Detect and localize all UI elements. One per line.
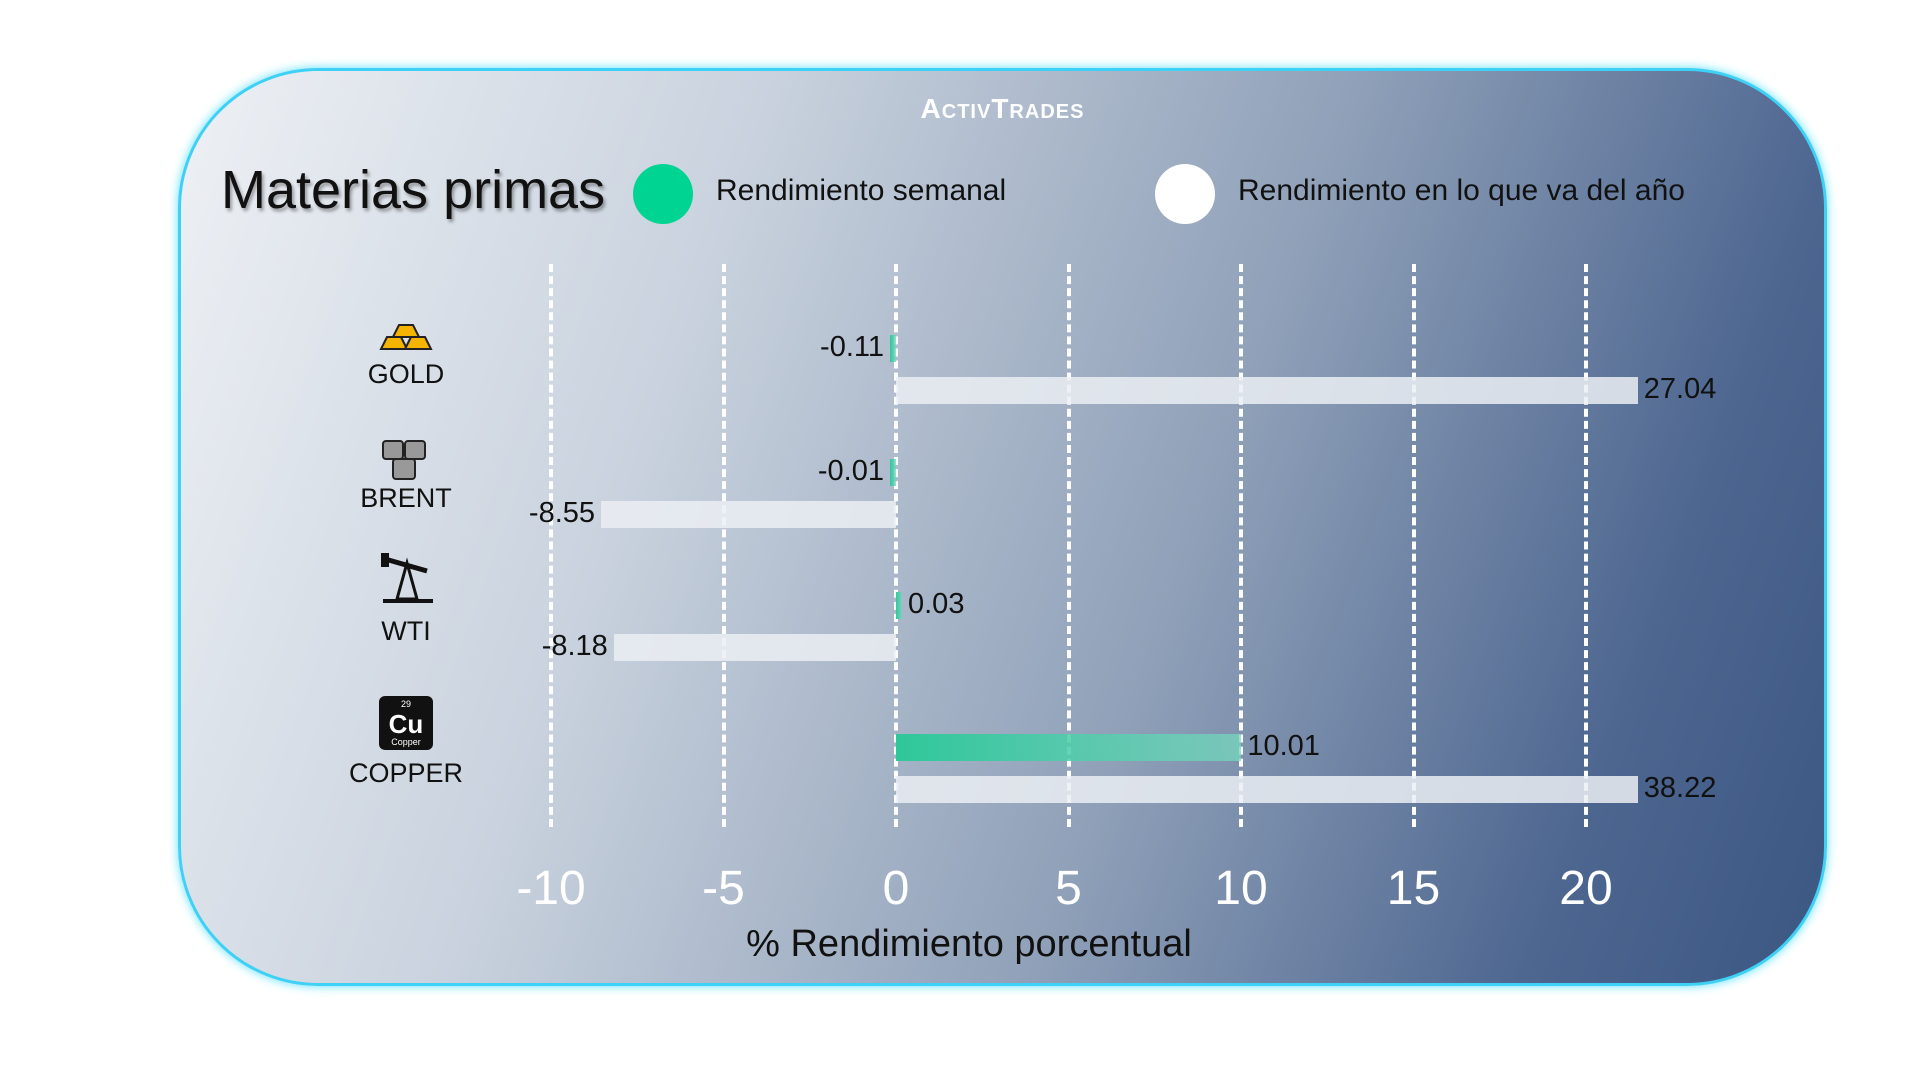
x-tick-label: 10 <box>1214 862 1268 915</box>
bar-weekly <box>896 734 1242 761</box>
gridline <box>1066 264 1071 827</box>
chart-card: ActivTrades Materias primas Rendimiento … <box>178 68 1827 986</box>
bar-weekly <box>890 335 896 362</box>
legend-swatch-weekly <box>633 164 693 224</box>
bar-ytd <box>613 634 896 661</box>
x-tick-label: 15 <box>1386 862 1441 915</box>
data-label: 38.22 <box>1643 772 1717 804</box>
gridline <box>1584 264 1588 827</box>
category-label: WTI <box>381 616 431 646</box>
brand-logo: ActivTrades <box>920 93 1085 124</box>
legend-swatch-ytd <box>1155 164 1215 224</box>
bar-ytd <box>896 776 1638 803</box>
plot-area: -10 -5 0 5 10 15 20 GOLD -0.11 27.04 BRENT -0.01 -8.… <box>181 71 1824 983</box>
category-label: BRENT <box>360 483 452 513</box>
bar-ytd <box>601 501 896 528</box>
svg-text:Cu: Cu <box>389 709 424 739</box>
bar-ytd <box>896 377 1638 404</box>
category-label: GOLD <box>367 359 445 389</box>
data-label: -0.11 <box>820 331 884 363</box>
gridline <box>1239 264 1243 827</box>
bar-weekly <box>896 592 902 619</box>
chart-title: Materias primas <box>221 160 606 220</box>
x-tick-label: -5 <box>702 862 745 915</box>
category-label: COPPER <box>348 758 464 788</box>
x-tick-label: 5 <box>1055 862 1082 915</box>
barrels-icon <box>382 440 426 480</box>
gridline <box>721 264 726 827</box>
data-label: -8.55 <box>528 497 596 529</box>
legend-label-weekly: Rendimiento semanal <box>716 174 1007 207</box>
legend-label-ytd: Rendimiento en lo que va del año <box>1238 174 1685 207</box>
x-tick-label: 0 <box>882 862 910 915</box>
bar-weekly <box>890 459 896 486</box>
data-label: 0.03 <box>908 588 965 620</box>
gold-bars-icon <box>379 324 433 350</box>
data-label: -0.01 <box>817 455 884 487</box>
x-tick-label: -10 <box>516 862 586 915</box>
svg-text:Copper: Copper <box>391 737 421 747</box>
gridline <box>549 264 553 827</box>
x-axis-label: % Rendimiento porcentual <box>746 923 1192 965</box>
data-label: -8.18 <box>541 630 608 662</box>
copper-element-icon: 29 Cu Copper <box>379 696 433 750</box>
data-label: 27.04 <box>1643 373 1717 405</box>
gridline <box>1411 264 1416 827</box>
x-tick-label: 20 <box>1559 862 1613 915</box>
svg-text:29: 29 <box>401 699 411 709</box>
data-label: 10.01 <box>1247 730 1320 762</box>
oil-pump-icon <box>381 553 433 603</box>
gridline <box>894 264 898 827</box>
